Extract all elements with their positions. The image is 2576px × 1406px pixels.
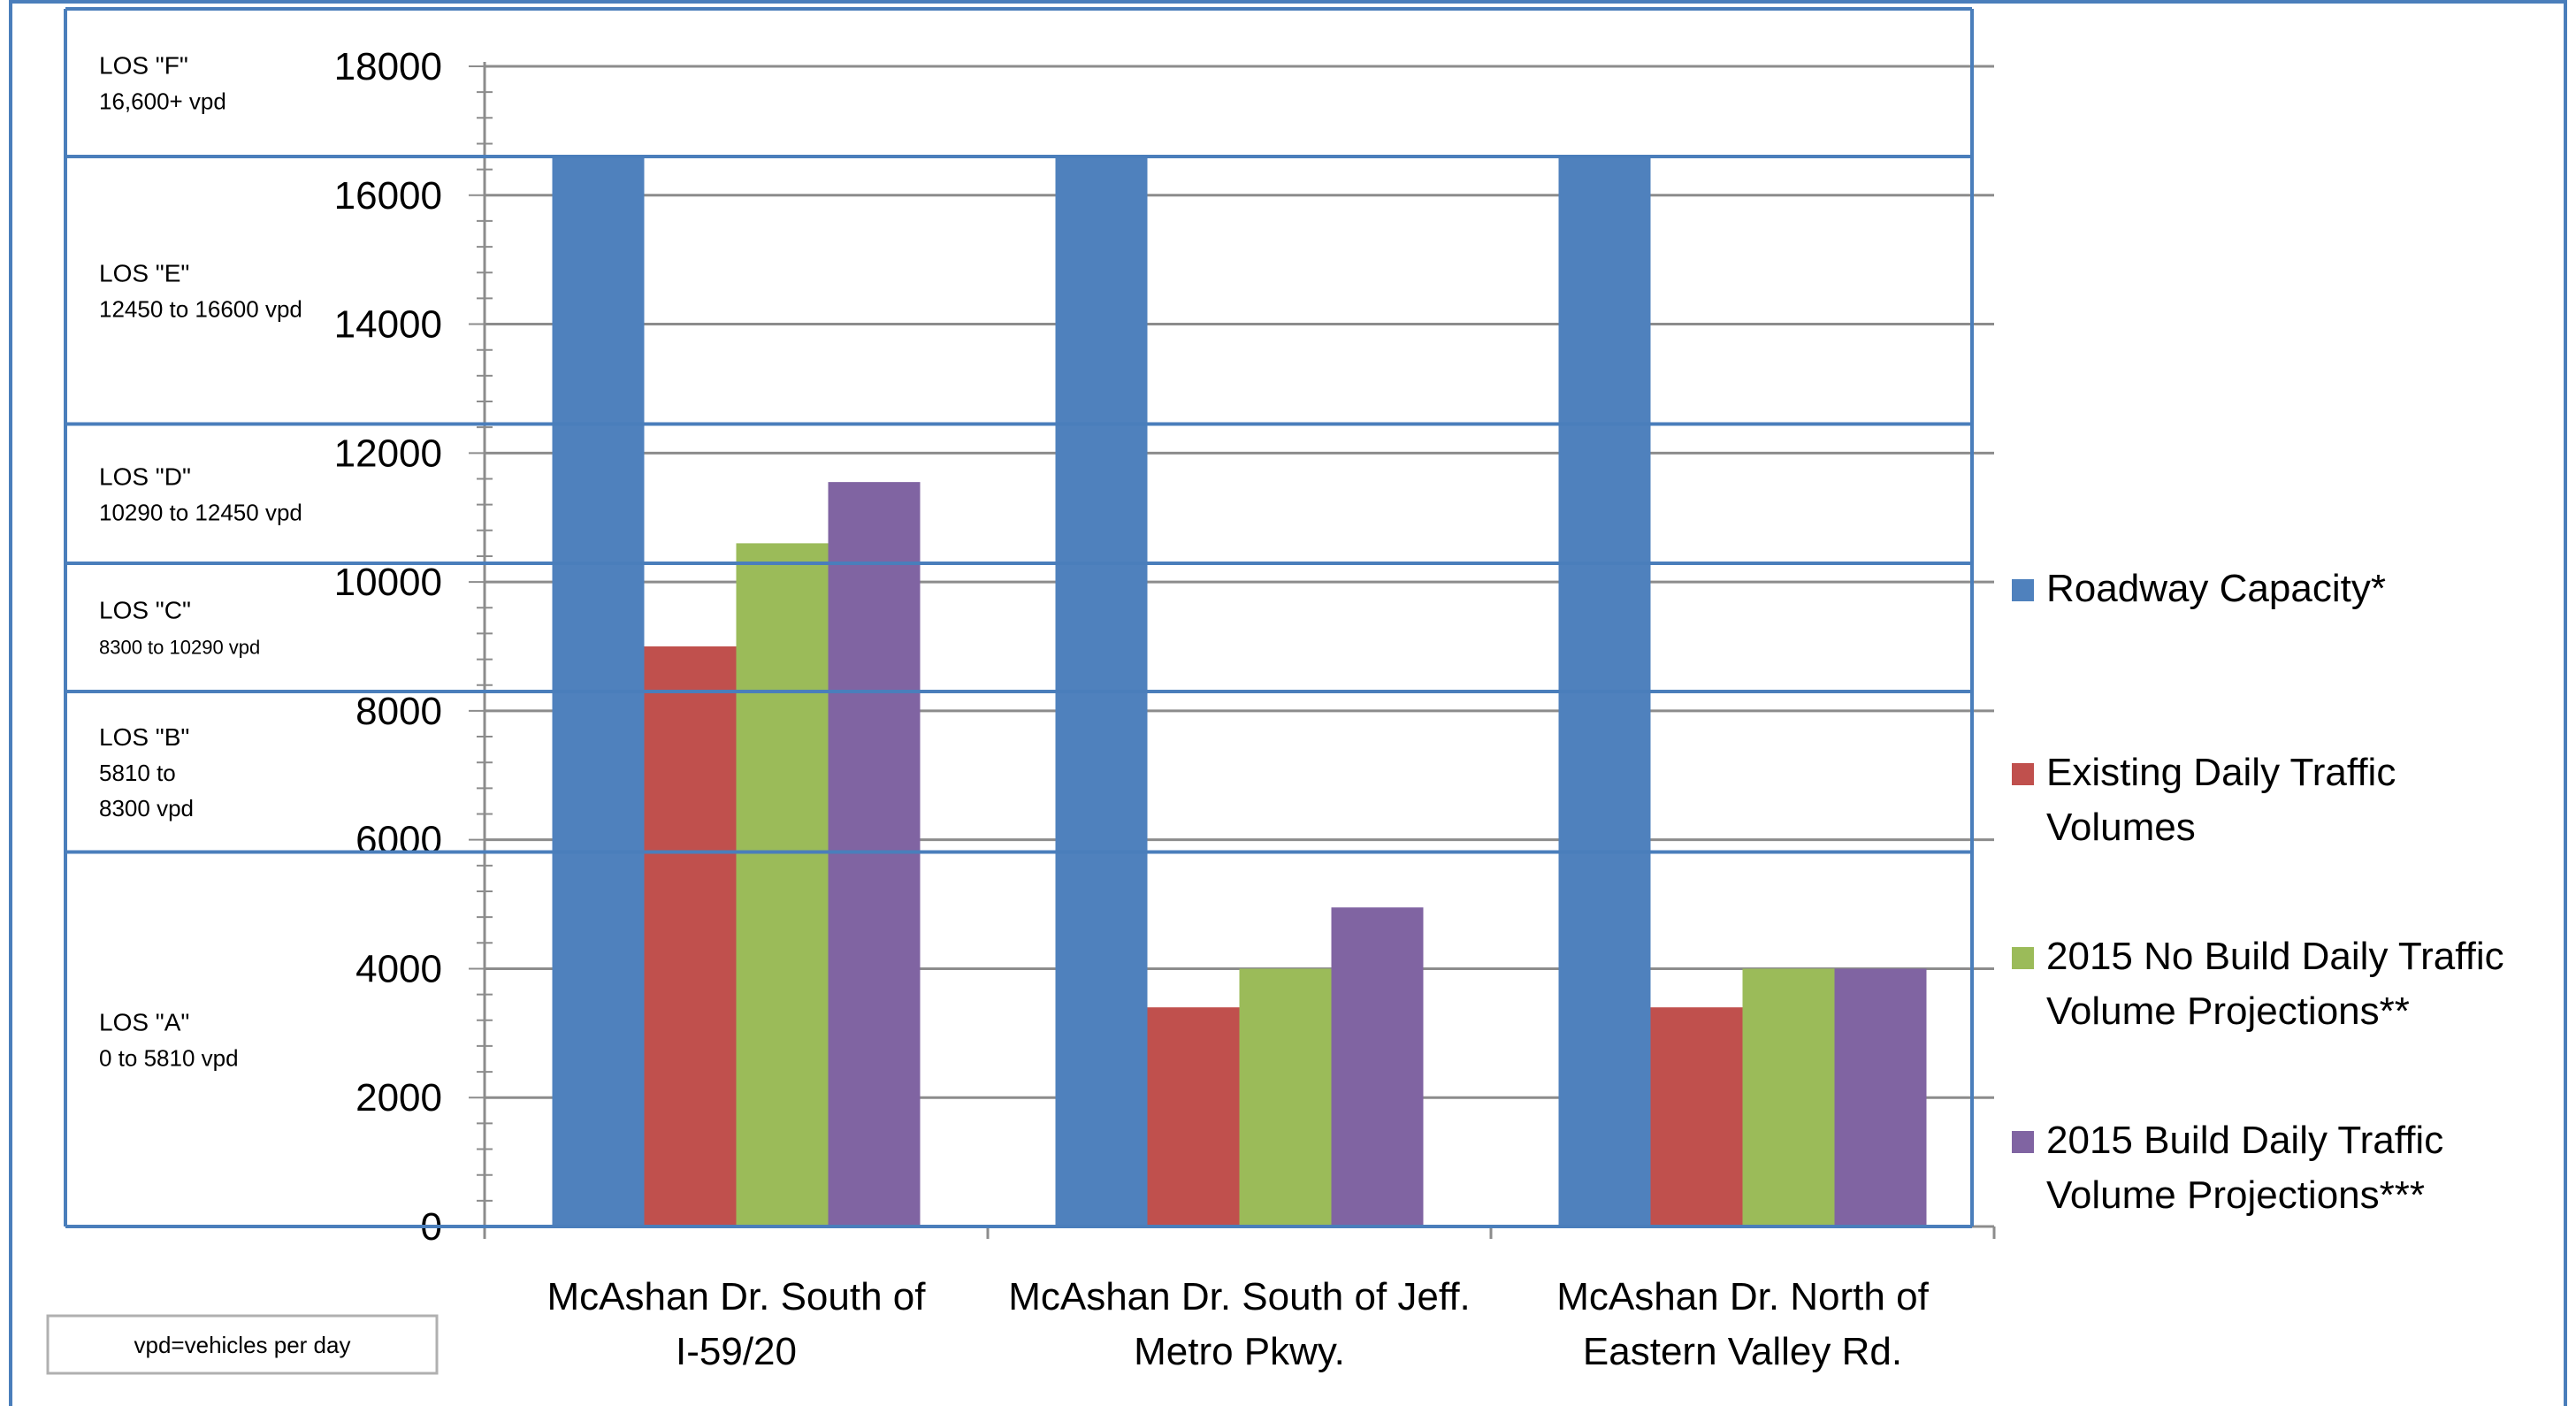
los-band-range: 8300 vpd bbox=[99, 795, 194, 821]
bar-series3-cat2 bbox=[1239, 968, 1332, 1226]
bar-series2-cat1 bbox=[644, 646, 737, 1226]
los-band-range: 16,600+ vpd bbox=[99, 88, 226, 115]
legend-label: Roadway Capacity* bbox=[2046, 567, 2386, 610]
y-tick-label: 16000 bbox=[334, 174, 442, 218]
x-category-label: I-59/20 bbox=[676, 1330, 797, 1373]
legend-label: Volume Projections*** bbox=[2046, 1173, 2425, 1217]
x-category-label: Metro Pkwy. bbox=[1134, 1330, 1345, 1373]
y-tick-label: 18000 bbox=[334, 45, 442, 88]
los-band-name: LOS "B" bbox=[99, 723, 189, 751]
y-tick-label: 6000 bbox=[355, 819, 442, 862]
y-tick-label: 14000 bbox=[334, 303, 442, 347]
los-band-range: 0 to 5810 vpd bbox=[99, 1044, 239, 1071]
x-category-label: Eastern Valley Rd. bbox=[1583, 1330, 1902, 1373]
los-band-range: 5810 to bbox=[99, 760, 176, 786]
los-band-range: 10290 to 12450 vpd bbox=[99, 499, 302, 525]
bar-series4-cat1 bbox=[828, 482, 921, 1226]
los-band-name: LOS "D" bbox=[99, 462, 191, 490]
los-band-name: LOS "E" bbox=[99, 259, 189, 287]
y-tick-label: 12000 bbox=[334, 432, 442, 475]
y-tick-label: 8000 bbox=[355, 690, 442, 733]
y-tick-label: 10000 bbox=[334, 561, 442, 604]
x-category-label: McAshan Dr. South of bbox=[547, 1275, 927, 1318]
bar-series3-cat1 bbox=[736, 543, 829, 1226]
x-category-label: McAshan Dr. North of bbox=[1556, 1275, 1929, 1318]
los-band-name: LOS "A" bbox=[99, 1008, 189, 1035]
y-tick-label: 4000 bbox=[355, 947, 442, 990]
outer-frame bbox=[9, 0, 2567, 1406]
legend-swatch-2 bbox=[2012, 763, 2034, 785]
legend-swatch-1 bbox=[2012, 579, 2034, 601]
legend-label: 2015 No Build Daily Traffic bbox=[2046, 935, 2504, 978]
note-text: vpd=vehicles per day bbox=[134, 1332, 351, 1358]
legend-label: 2015 Build Daily Traffic bbox=[2046, 1119, 2443, 1162]
y-tick-label: 2000 bbox=[355, 1076, 442, 1119]
legend-label: Volume Projections** bbox=[2046, 990, 2410, 1033]
bar-series3-cat3 bbox=[1742, 968, 1835, 1226]
los-band-range: 12450 to 16600 vpd bbox=[99, 295, 302, 322]
bar-series4-cat3 bbox=[1834, 968, 1927, 1226]
legend-label: Volumes bbox=[2046, 806, 2196, 849]
los-band-range: 8300 to 10290 vpd bbox=[99, 636, 260, 658]
note-box bbox=[46, 1314, 439, 1375]
legend-swatch-3 bbox=[2012, 947, 2034, 969]
los-band-name: LOS "F" bbox=[99, 52, 188, 80]
bar-series4-cat2 bbox=[1331, 907, 1424, 1226]
los-band-name: LOS "C" bbox=[99, 596, 191, 623]
legend-label: Existing Daily Traffic bbox=[2046, 751, 2396, 794]
legend-swatch-4 bbox=[2012, 1131, 2034, 1153]
bar-series2-cat2 bbox=[1147, 1007, 1240, 1226]
x-category-label: McAshan Dr. South of Jeff. bbox=[1008, 1275, 1471, 1318]
bar-series2-cat3 bbox=[1650, 1007, 1743, 1226]
